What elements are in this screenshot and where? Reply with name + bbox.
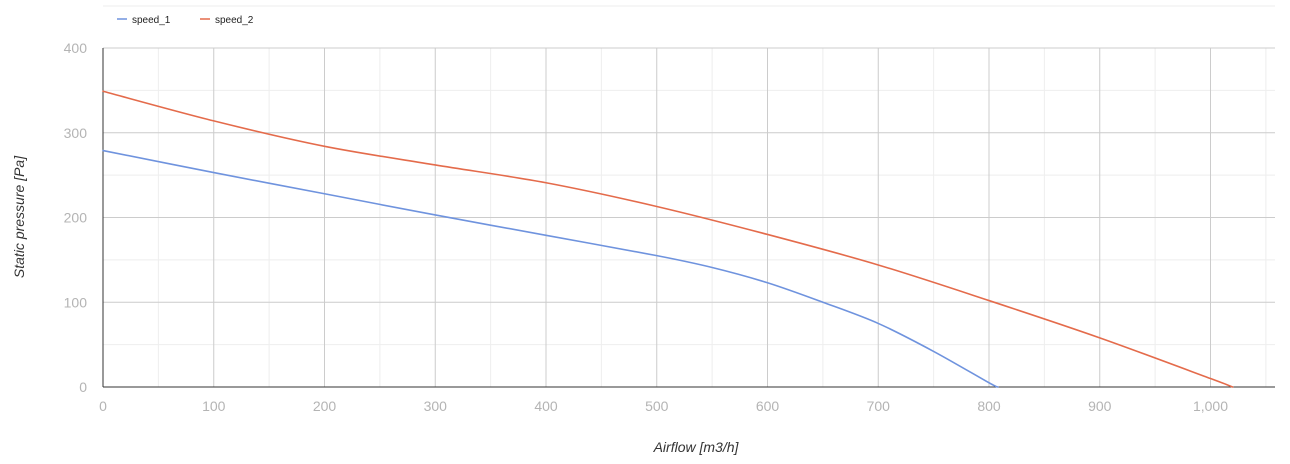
y-tick-label: 100 — [64, 294, 88, 310]
series-line-speed_1 — [102, 149, 999, 388]
legend-label: speed_2 — [215, 15, 254, 26]
x-tick-label: 700 — [867, 398, 891, 414]
y-axis-title: Static pressure [Pa] — [11, 155, 27, 278]
y-tick-label: 400 — [64, 40, 88, 56]
series-lines — [102, 90, 1234, 388]
x-tick-label: 300 — [424, 398, 448, 414]
x-tick-labels: 0 100 200 300 400 500 600 700 800 900 1,000 — [99, 398, 1228, 414]
series-line-speed_2 — [102, 90, 1234, 388]
x-tick-label: 0 — [99, 398, 107, 414]
y-tick-label: 200 — [64, 210, 88, 226]
x-tick-label: 600 — [756, 398, 780, 414]
legend-item-speed_1[interactable]: speed_1 — [117, 15, 171, 26]
x-tick-label: 500 — [645, 398, 669, 414]
grid — [103, 5, 1275, 387]
x-tick-label: 800 — [977, 398, 1001, 414]
legend-label: speed_1 — [132, 15, 171, 26]
x-tick-label: 1,000 — [1193, 398, 1228, 414]
x-tick-label: 400 — [534, 398, 558, 414]
x-tick-label: 100 — [202, 398, 226, 414]
legend[interactable]: speed_1 speed_2 — [117, 15, 254, 26]
legend-item-speed_2[interactable]: speed_2 — [200, 15, 254, 26]
y-tick-label: 300 — [64, 125, 88, 141]
x-tick-label: 900 — [1088, 398, 1112, 414]
y-tick-labels: 0 100 200 300 400 — [64, 40, 88, 395]
x-tick-label: 200 — [313, 398, 337, 414]
y-tick-label: 0 — [79, 379, 87, 395]
x-axis-title: Airflow [m3/h] — [653, 439, 740, 455]
axes — [102, 48, 1275, 388]
